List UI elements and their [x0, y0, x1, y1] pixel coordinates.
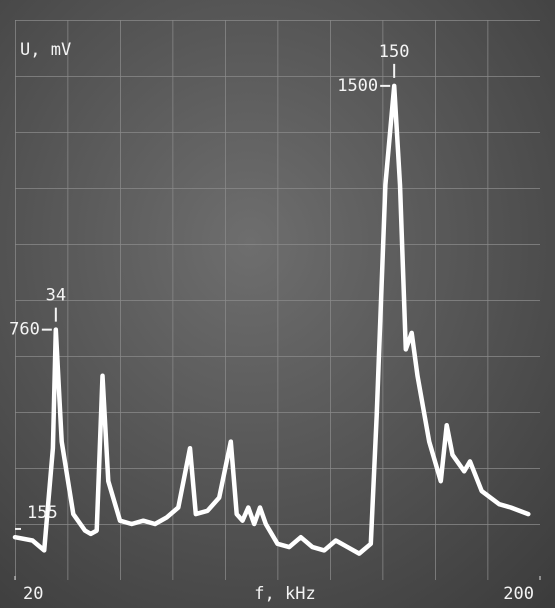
signal-line [12, 83, 531, 556]
y-annotation-label: 1500 [337, 76, 378, 96]
x-tick-label: 200 [503, 584, 534, 604]
x-annotation-label: 34 [46, 286, 66, 306]
y-axis-label: U, mV [20, 40, 71, 60]
y-annotation-label: 760 [9, 320, 40, 340]
x-annotation-label: 150 [379, 42, 410, 62]
graticule [15, 20, 540, 580]
y-annotation-label: 155 [27, 503, 58, 523]
x-tick-label: 20 [23, 584, 43, 604]
x-axis-label: f, kHz [254, 584, 315, 604]
